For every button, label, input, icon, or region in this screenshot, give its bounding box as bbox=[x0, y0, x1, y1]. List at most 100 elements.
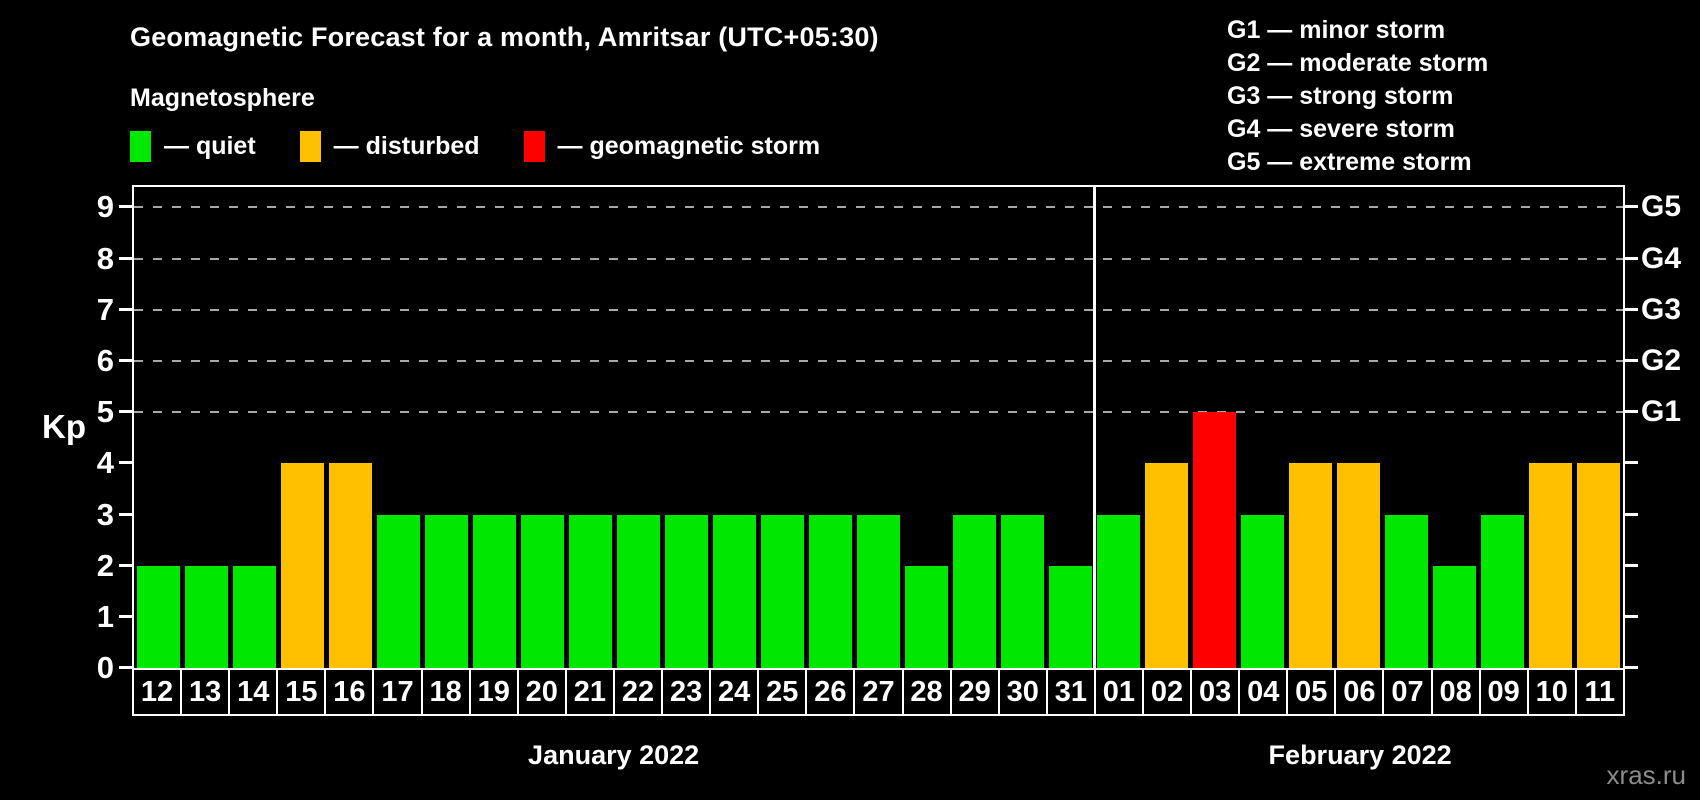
kp-bar-20 bbox=[520, 514, 564, 668]
legend-item-quiet: — quiet bbox=[130, 130, 256, 162]
y-tick-label-0: 0 bbox=[96, 650, 114, 685]
kp-bar-01 bbox=[1097, 514, 1141, 668]
y-tick-label-6: 6 bbox=[96, 342, 114, 378]
kp-bar-28 bbox=[905, 565, 949, 668]
y-tick-left-8 bbox=[119, 256, 132, 260]
day-cell-14: 14 bbox=[228, 668, 279, 716]
right-axis-label-g1: G1 bbox=[1641, 395, 1682, 429]
month-separator-line bbox=[1093, 187, 1097, 668]
day-cell-20: 20 bbox=[516, 668, 567, 716]
y-tick-left-2 bbox=[119, 563, 132, 567]
day-cell-28: 28 bbox=[901, 668, 952, 716]
kp-bar-29 bbox=[953, 514, 997, 668]
day-cell-07: 07 bbox=[1382, 668, 1433, 716]
legend-item-disturbed: — disturbed bbox=[299, 130, 480, 162]
day-cell-05: 05 bbox=[1286, 668, 1337, 716]
right-axis-label-g5: G5 bbox=[1641, 190, 1682, 224]
y-tick-label-3: 3 bbox=[96, 496, 114, 532]
day-cell-27: 27 bbox=[853, 668, 904, 716]
y-tick-right-5 bbox=[1625, 410, 1638, 414]
day-cell-23: 23 bbox=[661, 668, 712, 716]
gridline-kp8 bbox=[134, 257, 1623, 260]
day-cell-30: 30 bbox=[997, 668, 1048, 716]
day-cell-29: 29 bbox=[949, 668, 1000, 716]
kp-bar-19 bbox=[472, 514, 516, 668]
gridline-kp5 bbox=[134, 411, 1623, 414]
legend-label-quiet: — quiet bbox=[164, 131, 256, 160]
kp-bar-26 bbox=[808, 514, 852, 668]
kp-bar-15 bbox=[280, 463, 324, 668]
y-tick-label-9: 9 bbox=[96, 189, 114, 225]
y-tick-right-6 bbox=[1625, 358, 1638, 362]
y-tick-left-4 bbox=[119, 461, 132, 465]
day-cell-15: 15 bbox=[276, 668, 327, 716]
kp-bar-24 bbox=[712, 514, 756, 668]
kp-bar-03 bbox=[1193, 412, 1237, 668]
y-tick-label-1: 1 bbox=[96, 598, 114, 634]
day-cell-17: 17 bbox=[372, 668, 423, 716]
y-axis-title: Kp bbox=[42, 408, 86, 445]
day-cell-24: 24 bbox=[709, 668, 760, 716]
kp-bar-10 bbox=[1529, 463, 1573, 668]
y-tick-right-7 bbox=[1625, 307, 1638, 311]
day-cell-08: 08 bbox=[1430, 668, 1481, 716]
kp-bar-07 bbox=[1385, 514, 1429, 668]
y-tick-right-4 bbox=[1625, 461, 1638, 465]
y-tick-left-7 bbox=[119, 307, 132, 311]
page-title: Geomagnetic Forecast for a month, Amrits… bbox=[130, 22, 879, 52]
storm-scale-item-g3: G3 — strong storm bbox=[1227, 82, 1454, 110]
legend-item-geomagnetic-storm: — geomagnetic storm bbox=[523, 130, 821, 162]
kp-bar-21 bbox=[568, 514, 612, 668]
day-cell-04: 04 bbox=[1238, 668, 1289, 716]
day-cell-22: 22 bbox=[612, 668, 664, 716]
y-tick-right-8 bbox=[1625, 256, 1638, 260]
gridline-kp9 bbox=[134, 206, 1623, 209]
kp-color-legend: — quiet — disturbed — geomagnetic storm bbox=[130, 130, 820, 162]
kp-bar-04 bbox=[1241, 514, 1285, 668]
storm-scale-legend: G1 — minor storm G2 — moderate storm G3 — … bbox=[1227, 14, 1488, 179]
y-tick-label-7: 7 bbox=[96, 291, 114, 327]
kp-bar-12 bbox=[136, 565, 180, 668]
plot-area: 0 1 2 3 4 5 6 7 8 9 G1 G2 G3 G4 G5 bbox=[97, 185, 1681, 685]
y-tick-right-1 bbox=[1625, 614, 1638, 618]
month-label-february: February 2022 bbox=[1268, 740, 1452, 770]
kp-bar-08 bbox=[1433, 565, 1477, 668]
kp-bar-30 bbox=[1001, 514, 1045, 668]
kp-bar-22 bbox=[616, 514, 660, 668]
kp-bar-31 bbox=[1049, 565, 1093, 668]
day-cell-11: 11 bbox=[1574, 668, 1625, 716]
day-axis: 12 13 14 15 16 17 18 19 20 21 22 23 24 25 26 27 28 29 30 31… bbox=[132, 668, 1625, 716]
storm-scale-item-g5: G5 — extreme storm bbox=[1227, 148, 1472, 176]
day-cell-21: 21 bbox=[564, 668, 615, 716]
day-cell-10: 10 bbox=[1526, 668, 1577, 716]
y-tick-left-9 bbox=[119, 205, 132, 209]
kp-bar-09 bbox=[1481, 514, 1525, 668]
kp-bar-16 bbox=[328, 463, 372, 668]
storm-scale-item-g4: G4 — severe storm bbox=[1227, 115, 1455, 143]
day-cell-25: 25 bbox=[757, 668, 808, 716]
day-cell-03: 03 bbox=[1190, 668, 1241, 716]
y-tick-right-9 bbox=[1625, 205, 1638, 209]
day-cell-02: 02 bbox=[1141, 668, 1193, 716]
month-label-january: January 2022 bbox=[528, 740, 700, 770]
y-tick-left-1 bbox=[119, 614, 132, 618]
y-tick-label-4: 4 bbox=[96, 445, 114, 481]
gridline-kp6 bbox=[134, 359, 1623, 362]
legend-label-disturbed: — disturbed bbox=[333, 131, 480, 160]
legend-swatch-quiet bbox=[130, 130, 151, 162]
kp-bar-06 bbox=[1337, 463, 1381, 668]
day-cell-13: 13 bbox=[180, 668, 231, 716]
y-tick-label-5: 5 bbox=[96, 394, 114, 430]
kp-bar-27 bbox=[856, 514, 900, 668]
y-tick-left-5 bbox=[119, 410, 132, 414]
day-cell-18: 18 bbox=[420, 668, 471, 716]
magnetosphere-label: Magnetosphere bbox=[130, 84, 315, 112]
day-cell-09: 09 bbox=[1478, 668, 1529, 716]
storm-scale-item-g1: G1 — minor storm bbox=[1227, 16, 1446, 44]
day-cell-16: 16 bbox=[324, 668, 375, 716]
kp-bar-05 bbox=[1289, 463, 1333, 668]
legend-label-geomagnetic-storm: — geomagnetic storm bbox=[557, 131, 821, 160]
day-cell-01: 01 bbox=[1093, 668, 1144, 716]
legend-swatch-disturbed bbox=[299, 130, 321, 162]
